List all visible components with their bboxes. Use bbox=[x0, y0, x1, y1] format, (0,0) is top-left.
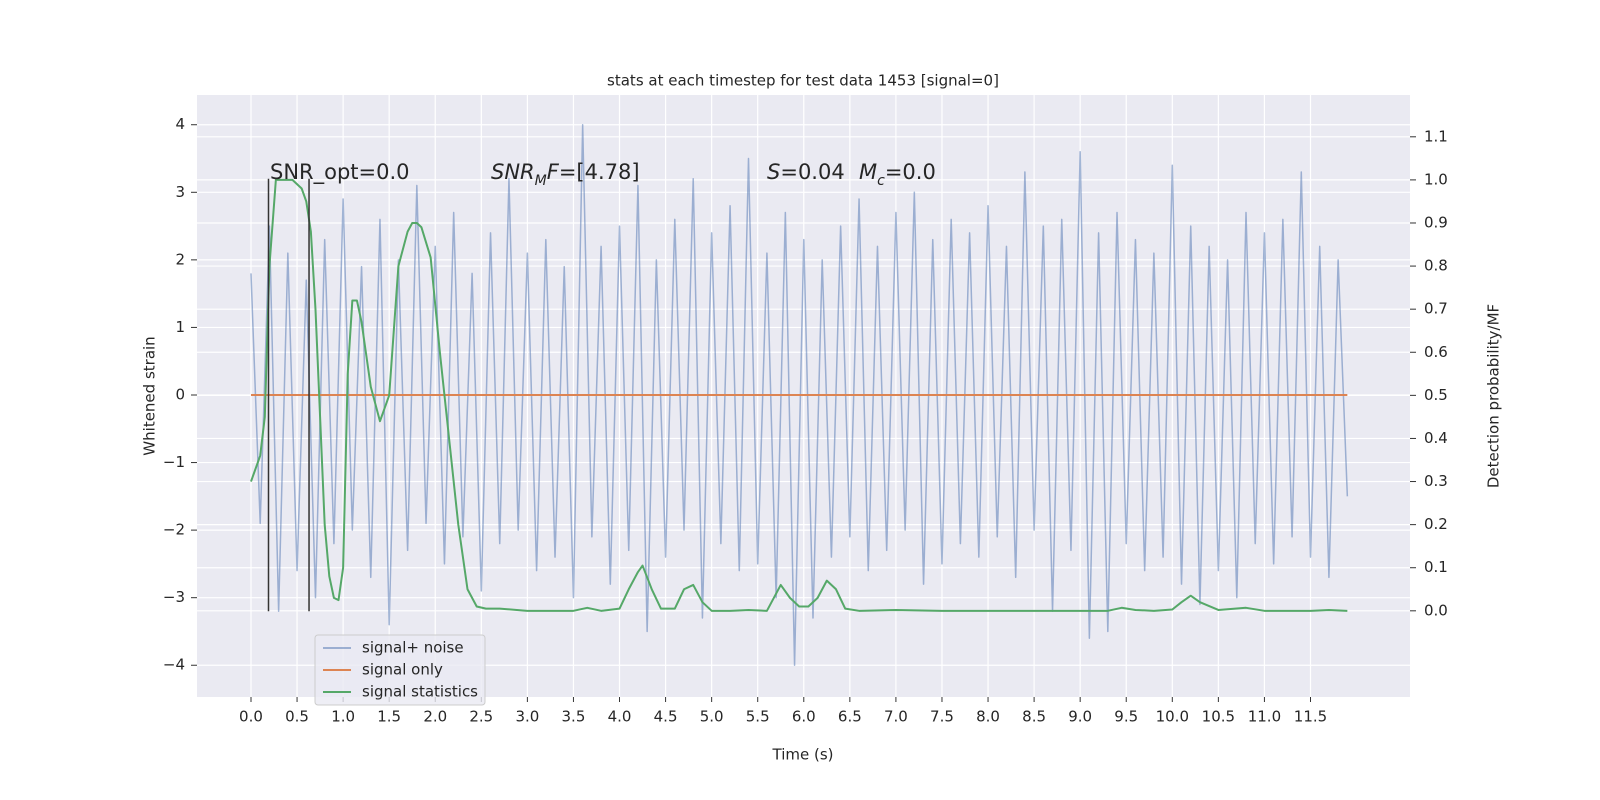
x-tick-label: 8.0 bbox=[976, 708, 1000, 726]
x-tick-label: 9.0 bbox=[1068, 708, 1092, 726]
y-tick-label: 0 bbox=[175, 385, 185, 403]
annotation: SNR_opt=0.0 bbox=[270, 160, 410, 185]
annotation-part: =0.04 bbox=[780, 160, 844, 184]
annotation-part: SNR bbox=[491, 160, 535, 184]
y-tick-label: 2 bbox=[175, 250, 185, 268]
legend: signal+ noise signal only signal statistic… bbox=[314, 634, 486, 706]
y2-tick-label: 0.8 bbox=[1424, 257, 1448, 275]
y-tick-label: −1 bbox=[163, 453, 185, 471]
x-tick-label: 6.0 bbox=[792, 708, 816, 726]
x-tick-label: 4.5 bbox=[654, 708, 678, 726]
annotation-part: c bbox=[877, 173, 885, 189]
y2-tick-label: 0.5 bbox=[1424, 386, 1448, 404]
x-axis-label: Time (s) bbox=[772, 746, 834, 764]
annotation-part: M bbox=[859, 160, 877, 184]
y2-tick-label: 0.2 bbox=[1424, 515, 1448, 533]
annotation-part: SNR_opt=0.0 bbox=[270, 160, 410, 185]
y2-tick-label: 0.3 bbox=[1424, 472, 1448, 490]
annotation-part: M bbox=[535, 173, 547, 189]
y-tick-label: 4 bbox=[175, 115, 185, 133]
x-tick-label: 11.5 bbox=[1294, 708, 1327, 726]
x-tick-label: 2.0 bbox=[423, 708, 447, 726]
legend-label: signal only bbox=[362, 661, 443, 679]
y-tick-label: −2 bbox=[163, 521, 185, 539]
x-tick-label: 0.5 bbox=[285, 708, 309, 726]
annotation-part: S bbox=[767, 160, 780, 184]
x-tick-label: 10.5 bbox=[1202, 708, 1235, 726]
annotation: Mc=0.0 bbox=[859, 160, 936, 189]
x-tick-label: 0.0 bbox=[239, 708, 263, 726]
x-tick-label: 3.5 bbox=[562, 708, 586, 726]
x-tick-label: 6.5 bbox=[838, 708, 862, 726]
grid bbox=[197, 95, 1410, 697]
y2-tick-label: 0.4 bbox=[1424, 429, 1448, 447]
x-tick-label: 2.5 bbox=[469, 708, 493, 726]
y2-tick-label: 0.7 bbox=[1424, 300, 1448, 318]
chart-title: stats at each timestep for test data 145… bbox=[607, 72, 999, 90]
series-line bbox=[250, 178, 1348, 612]
y2-tick-label: 0.6 bbox=[1424, 343, 1448, 361]
y2-tick-label: 1.0 bbox=[1424, 170, 1448, 188]
legend-label: signal statistics bbox=[362, 683, 478, 701]
x-tick-label: 7.5 bbox=[930, 708, 954, 726]
x-tick-label: 8.5 bbox=[1022, 708, 1046, 726]
y-tick-label: −3 bbox=[163, 588, 185, 606]
x-tick-label: 7.0 bbox=[884, 708, 908, 726]
annotation: S=0.04 bbox=[767, 160, 845, 184]
annotation: SNRMF=[4.78] bbox=[491, 160, 640, 189]
y-axis-label: Whitened strain bbox=[141, 336, 159, 455]
x-tick-label: 10.0 bbox=[1156, 708, 1189, 726]
x-tick-label: 11.0 bbox=[1248, 708, 1281, 726]
y2-tick-label: 0.9 bbox=[1424, 213, 1448, 231]
x-tick-label: 9.5 bbox=[1114, 708, 1138, 726]
y2-axis-label: Detection probability/MF bbox=[1485, 304, 1503, 488]
y2-tick-label: 1.1 bbox=[1424, 127, 1448, 145]
x-tick-label: 1.0 bbox=[331, 708, 355, 726]
y-tick-label: −4 bbox=[163, 656, 185, 674]
legend-label: signal+ noise bbox=[362, 639, 464, 657]
y-tick-label: 3 bbox=[175, 183, 185, 201]
x-tick-label: 5.5 bbox=[746, 708, 770, 726]
y2-tick-label: 0.1 bbox=[1424, 558, 1448, 576]
y2-tick-label: 0.0 bbox=[1424, 601, 1448, 619]
x-tick-label: 1.5 bbox=[377, 708, 401, 726]
annotation-part: =0.0 bbox=[885, 160, 936, 184]
x-tick-label: 4.0 bbox=[608, 708, 632, 726]
x-tick-label: 3.0 bbox=[515, 708, 539, 726]
annotation-part: F bbox=[547, 160, 560, 184]
legend-box bbox=[314, 634, 486, 706]
annotation-part: =[4.78] bbox=[559, 160, 640, 184]
y-tick-label: 1 bbox=[175, 318, 185, 336]
x-tick-label: 5.0 bbox=[700, 708, 724, 726]
